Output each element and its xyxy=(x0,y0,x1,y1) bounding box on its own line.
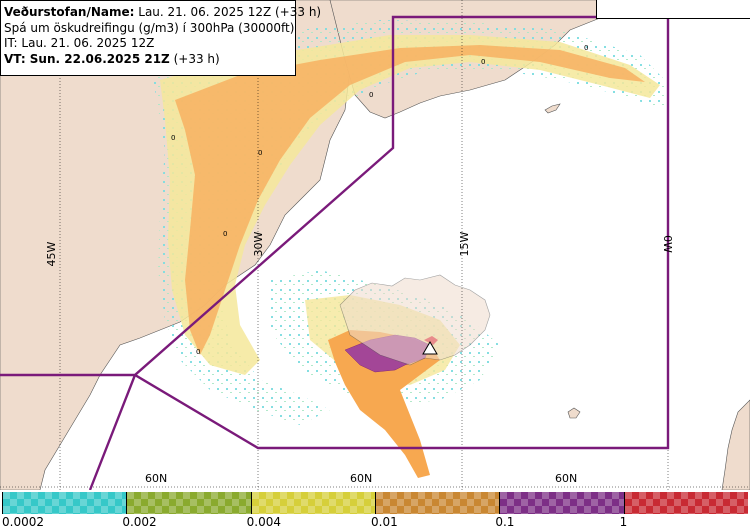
contour-label: 0 xyxy=(196,348,200,356)
issuer-value: Lau. 21. 06. 2025 12Z (+33 h) xyxy=(138,5,322,19)
legend-colorbar xyxy=(2,492,748,514)
valid-time-label: VT: Sun. 22.06.2025 21Z xyxy=(4,51,170,66)
contour-label: 0 xyxy=(258,149,262,157)
contour-label: 0 xyxy=(481,58,485,66)
legend-label: 1 xyxy=(619,515,628,529)
meridian-label: 0W xyxy=(661,235,674,253)
contour-label: 0 xyxy=(369,91,373,99)
legend-swatch xyxy=(499,492,624,514)
contour-label: 0 xyxy=(171,134,175,142)
issuer-row: Veðurstofan/Name: Lau. 21. 06. 2025 12Z … xyxy=(4,5,321,21)
legend-swatch xyxy=(623,492,748,514)
meridian-label: 45W xyxy=(45,241,58,266)
ash-plume-orange xyxy=(175,45,645,478)
legend-swatch xyxy=(126,492,251,514)
legend-swatch xyxy=(250,492,375,514)
legend-label: 0.01 xyxy=(371,515,398,529)
legend-label: 0.004 xyxy=(246,515,282,529)
valid-time-offset: (+33 h) xyxy=(173,51,220,66)
legend-swatch xyxy=(2,492,127,514)
product-description: Spá um öskudreifingu (g/m3) í 300hPa (30… xyxy=(4,20,295,35)
meridian-label: 15W xyxy=(458,231,471,256)
legend-label: 0.1 xyxy=(495,515,515,529)
forecast-info-box: Veðurstofan/Name: Lau. 21. 06. 2025 12Z … xyxy=(0,0,321,76)
faroe-islands xyxy=(567,407,581,419)
iceland-land xyxy=(339,274,491,366)
parallel-label: 60N xyxy=(350,472,372,485)
issuer-label: Veðurstofan/Name: xyxy=(4,5,135,19)
legend-label: 0.002 xyxy=(122,515,157,529)
contour-label: 0 xyxy=(223,230,227,238)
parallel-label: 60N xyxy=(555,472,577,485)
parallel-label: 60N xyxy=(145,472,167,485)
jan-mayen-island xyxy=(544,103,561,114)
meridian-label: 30W xyxy=(252,231,265,256)
contour-label: 0 xyxy=(584,44,588,52)
corner-frame xyxy=(596,0,750,19)
legend-label: 0.0002 xyxy=(2,515,44,529)
legend-swatch xyxy=(375,492,500,514)
volcano-marker-icon[interactable] xyxy=(422,341,438,355)
concentration-legend: 0.0002 0.002 0.004 0.01 0.1 1 xyxy=(0,490,750,532)
valid-time-row: VT: Sun. 22.06.2025 21Z (+33 h) xyxy=(4,52,295,68)
initial-time: IT: Lau. 21. 06. 2025 12Z xyxy=(4,36,155,50)
